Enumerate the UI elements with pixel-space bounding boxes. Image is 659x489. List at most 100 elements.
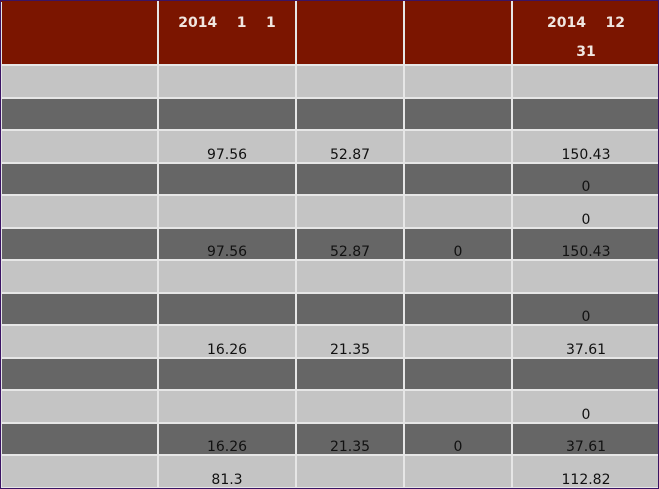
table-cell: 150.43 [511,129,658,164]
table-cell [1,226,159,261]
cell-value: 0 [453,439,463,455]
table-cell [157,64,297,99]
table-cell: 112.82 [511,454,658,488]
table-row [1,64,658,99]
table-cell [403,129,513,164]
cell-value: 112.82 [561,471,611,488]
table-cell [511,259,658,294]
table-row: 16.26 21.35 37.61 [1,324,658,359]
cell-value: 97.56 [206,244,248,260]
table-row: 81.3 112.82 [1,454,658,488]
table-row: 0 [1,389,658,424]
table-cell [157,194,297,229]
header-cell-4: 2014 12 31 [511,1,658,66]
header-cell-2 [295,1,405,66]
table-cell [403,454,513,488]
table-cell [157,161,297,196]
table-cell [403,291,513,326]
cell-value: 0 [581,179,591,195]
table-cell [295,454,405,488]
table-cell: 52.87 [295,129,405,164]
header-cell-3 [403,1,513,66]
table-cell: 37.61 [511,324,658,359]
table-cell: 0 [511,161,658,196]
cell-value: 37.61 [565,341,607,358]
table-cell [403,64,513,99]
table-cell: 52.87 [295,226,405,261]
cell-value: 16.26 [206,439,248,455]
table-cell [295,356,405,391]
table-cell [1,389,159,424]
table-cell: 0 [403,226,513,261]
table-cell [295,96,405,131]
table-cell: 0 [403,421,513,456]
table-cell: 16.26 [157,421,297,456]
table-cell: 37.61 [511,421,658,456]
table-cell [403,96,513,131]
cell-value: 97.56 [206,146,248,163]
table-cell [1,161,159,196]
table-row: 0 [1,291,658,326]
table-cell [1,454,159,488]
table-cell: 81.3 [157,454,297,488]
cell-value: 0 [581,406,591,423]
table-row: 97.56 52.87 150.43 [1,129,658,164]
header-cell-0 [1,1,159,66]
table-cell [157,291,297,326]
table-cell: 0 [511,194,658,229]
table-cell: 97.56 [157,129,297,164]
table-row [1,259,658,294]
cell-value: 21.35 [329,439,371,455]
table-cell [1,324,159,359]
table-cell [157,96,297,131]
table-cell [157,356,297,391]
table-cell [403,161,513,196]
table-cell: 21.35 [295,324,405,359]
table-cell [295,64,405,99]
table-cell [295,291,405,326]
table-cell [295,161,405,196]
table-row: 97.56 52.87 0 150.43 [1,226,658,261]
table-cell [1,356,159,391]
table-cell: 0 [511,389,658,424]
table-cell [403,356,513,391]
table-row: 0 [1,161,658,196]
cell-value: 150.43 [561,146,611,163]
cell-value: 37.61 [565,439,607,455]
table-cell [1,194,159,229]
table-cell: 150.43 [511,226,658,261]
header-row: 2014 1 1 2014 12 31 [1,1,658,66]
table-cell [295,259,405,294]
table-cell [1,96,159,131]
table-cell [511,356,658,391]
table-body: 97.56 52.87 150.43 0 0 97.56 52.87 0 150.43 0 16.2… [1,64,658,488]
table-row: 16.26 21.35 0 37.61 [1,421,658,456]
table-cell [1,129,159,164]
cell-value: 0 [453,244,463,260]
cell-value: 0 [581,211,591,228]
cell-value: 21.35 [329,341,371,358]
table-cell [295,389,405,424]
table-cell [157,389,297,424]
table-cell [1,421,159,456]
cell-value: 52.87 [329,146,371,163]
table-row: 0 [1,194,658,229]
table-cell [157,259,297,294]
table-cell [511,64,658,99]
cell-value: 0 [581,309,591,325]
table-cell [403,259,513,294]
table-row [1,96,658,131]
table-cell [295,194,405,229]
table-cell [1,259,159,294]
table-row [1,356,658,391]
table-cell: 16.26 [157,324,297,359]
table-cell [403,324,513,359]
table-cell [1,291,159,326]
table-cell [1,64,159,99]
table-cell [403,194,513,229]
cell-value: 16.26 [206,341,248,358]
cell-value: 52.87 [329,244,371,260]
table-cell: 21.35 [295,421,405,456]
